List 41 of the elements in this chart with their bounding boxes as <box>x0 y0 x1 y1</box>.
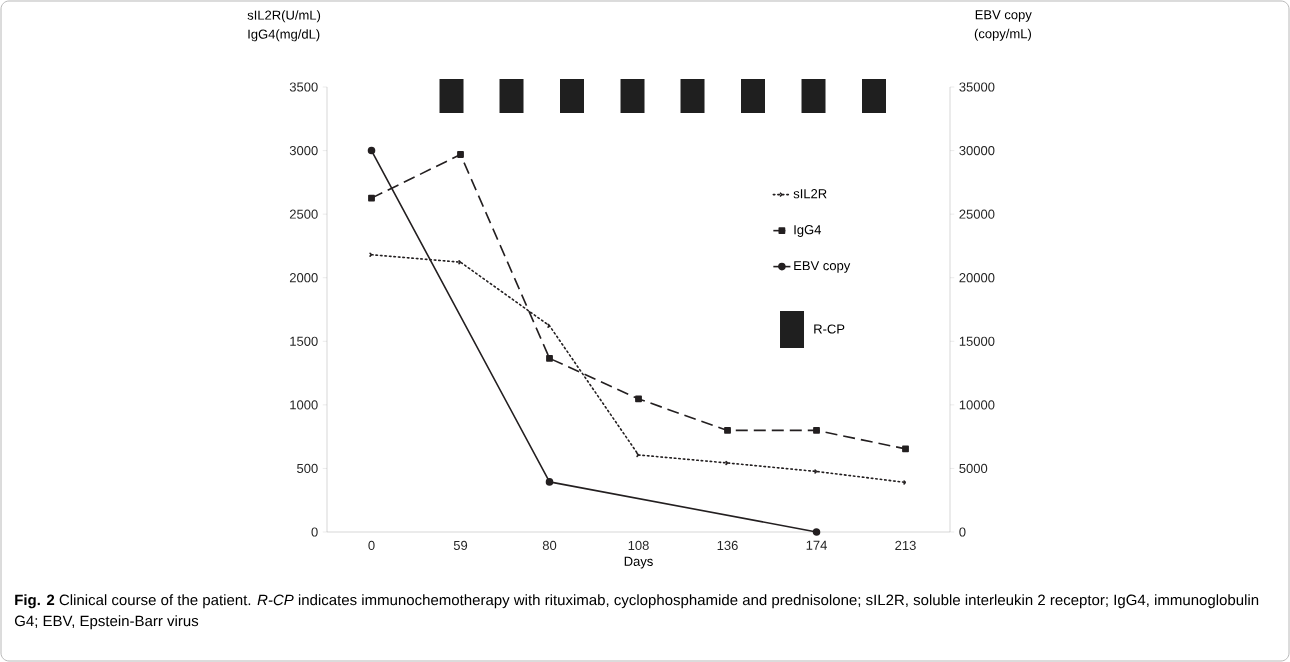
y-tick-label: 3000 <box>289 145 318 156</box>
x-tick-label: 174 <box>806 540 827 550</box>
point <box>367 146 376 155</box>
y-tick-label: 0 <box>311 527 318 537</box>
y2-tick-label: 5000 <box>959 463 988 474</box>
point <box>368 194 375 202</box>
y-axis-title: sIL2R(U/mL) IgG4(mg/dL) <box>247 10 321 42</box>
x-tick-label: 0 <box>368 540 375 550</box>
point <box>724 427 731 434</box>
point <box>457 151 464 158</box>
y-tick-label: 3500 <box>289 82 318 92</box>
point <box>546 354 553 362</box>
y-tick-label: 500 <box>297 463 318 474</box>
y-tick-label: 1000 <box>290 400 318 410</box>
y2-tick-label: 15000 <box>959 336 995 346</box>
point <box>813 427 820 434</box>
legend-label: sIL2R <box>793 189 827 199</box>
point <box>635 395 642 403</box>
y2-tick-label: 25000 <box>959 209 995 219</box>
point <box>902 445 909 453</box>
y-tick-label: 2000 <box>289 273 318 283</box>
legend-label: IgG4 <box>794 225 822 237</box>
y2-axis-title: EBV copy (copy/mL) <box>974 10 1032 41</box>
y2-tick-label: 0 <box>959 527 966 537</box>
text: Fig. 2 Clinical course of the patient. R-CP indicates immunochemotherapy with rituximab, cyclophosphamide and prednisolone; sIL2R, soluble interleukin 2 receptor; IgG4, immunoglobulin G4; EBV, Epstein-Barr virus <box>14 594 1259 630</box>
point <box>812 528 821 536</box>
x-axis-title: Days <box>624 556 653 569</box>
y2-tick-label: 10000 <box>959 400 995 410</box>
y2-tick-label: 30000 <box>959 145 995 156</box>
x-tick-label: 108 <box>628 540 649 550</box>
x-tick-label: 80 <box>542 540 557 550</box>
x-tick-label: 136 <box>717 540 738 550</box>
y2-tick-label: 35000 <box>959 82 995 92</box>
legend-label: EBV copy <box>794 261 851 273</box>
y-tick-label: 1500 <box>290 336 318 346</box>
x-tick-label: 59 <box>453 540 468 550</box>
y2-tick-label: 20000 <box>959 273 995 283</box>
x-tick-label: 213 <box>895 540 916 550</box>
annotation: R-CP <box>814 324 845 334</box>
y-tick-label: 2500 <box>289 209 318 219</box>
point <box>545 478 554 486</box>
